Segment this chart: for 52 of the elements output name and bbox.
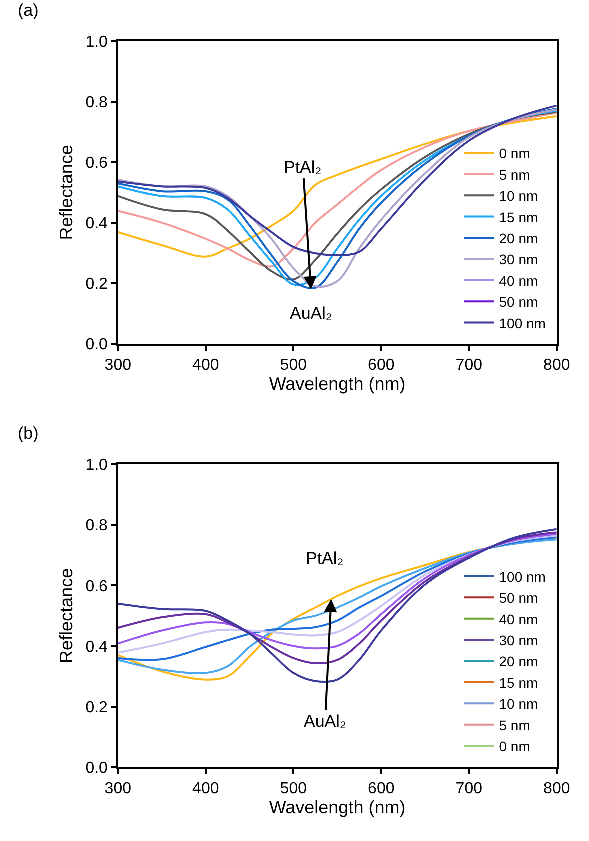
legend-label: 10 nm [499,696,538,712]
x-tick-label: 400 [192,357,220,374]
y-tick-label: 0.6 [86,154,108,172]
annotation: PtAl₂ [306,549,344,568]
x-tick-label: 800 [544,357,570,374]
legend-label: 40 nm [499,611,538,628]
legend-label: 20 nm [499,230,538,246]
y-tick-label: 0.4 [86,216,108,233]
legend-label: 10 nm [499,188,538,204]
y-tick-label: 1.0 [86,457,108,474]
y-tick-label: 0.8 [86,518,108,535]
x-tick-label: 700 [456,780,483,798]
y-axis-title: Reflectance [56,145,76,240]
y-tick-label: 0.2 [86,699,108,716]
legend-label: 5 nm [499,717,530,734]
legend-label: 50 nm [499,590,538,606]
legend-label: 30 nm [499,252,538,268]
x-axis-title: Wavelength (nm) [269,374,406,394]
x-tick-label: 600 [368,780,395,798]
x-tick-label: 500 [280,357,308,374]
x-tick-label: 700 [456,357,483,374]
y-tick-label: 0.0 [86,336,108,354]
x-tick-label: 500 [280,780,308,798]
annotation: AuAl₂ [290,304,333,323]
y-tick-label: 0.8 [86,94,108,112]
legend-label: 100 nm [499,568,546,585]
legend-label: 0 nm [499,146,530,162]
legend-label: 20 nm [499,654,538,670]
legend-label: 40 nm [499,272,538,289]
legend-label: 0 nm [499,738,530,755]
legend-label: 30 nm [499,632,538,649]
y-tick-label: 0.0 [86,760,108,777]
x-tick-label: 300 [104,780,132,798]
annotation: PtAl₂ [284,158,322,177]
x-tick-label: 400 [192,780,220,798]
chart-title: (a) [18,1,39,20]
legend-label: 50 nm [499,294,538,310]
legend-label: 15 nm [499,209,538,226]
y-tick-label: 0.2 [86,276,108,294]
x-axis-title: Wavelength (nm) [269,798,406,818]
x-tick-label: 800 [544,780,570,798]
legend-label: 5 nm [499,166,530,183]
y-axis-title: Reflectance [56,568,76,664]
chart-title: (b) [18,424,39,443]
y-tick-label: 0.6 [86,578,108,596]
y-tick-label: 1.0 [86,34,108,51]
legend-label: 100 nm [499,315,546,332]
x-tick-label: 600 [368,357,395,374]
annotation: AuAl₂ [304,712,347,731]
legend-label: 15 nm [499,674,538,691]
y-tick-label: 0.4 [86,638,108,656]
x-tick-label: 300 [104,357,132,374]
